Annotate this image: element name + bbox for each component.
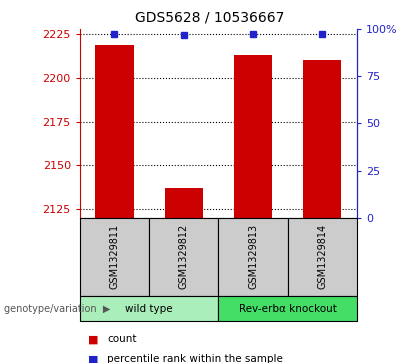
Text: GSM1329811: GSM1329811 bbox=[110, 224, 119, 289]
Bar bbox=[80, 218, 149, 296]
Bar bbox=[80, 296, 218, 321]
Text: wild type: wild type bbox=[125, 303, 173, 314]
Text: ■: ■ bbox=[88, 334, 99, 344]
Bar bbox=[95, 45, 134, 218]
Text: count: count bbox=[107, 334, 136, 344]
Text: GSM1329814: GSM1329814 bbox=[318, 224, 327, 289]
Text: Rev-erbα knockout: Rev-erbα knockout bbox=[239, 303, 337, 314]
Bar bbox=[303, 61, 341, 218]
Text: GDS5628 / 10536667: GDS5628 / 10536667 bbox=[135, 11, 285, 25]
Text: ■: ■ bbox=[88, 354, 99, 363]
Text: GSM1329812: GSM1329812 bbox=[179, 224, 189, 289]
Bar bbox=[288, 218, 357, 296]
Text: genotype/variation  ▶: genotype/variation ▶ bbox=[4, 303, 110, 314]
Bar bbox=[218, 218, 288, 296]
Text: percentile rank within the sample: percentile rank within the sample bbox=[107, 354, 283, 363]
Bar bbox=[234, 55, 272, 218]
Bar bbox=[149, 218, 218, 296]
Bar bbox=[218, 296, 357, 321]
Text: GSM1329813: GSM1329813 bbox=[248, 224, 258, 289]
Bar bbox=[165, 188, 203, 218]
